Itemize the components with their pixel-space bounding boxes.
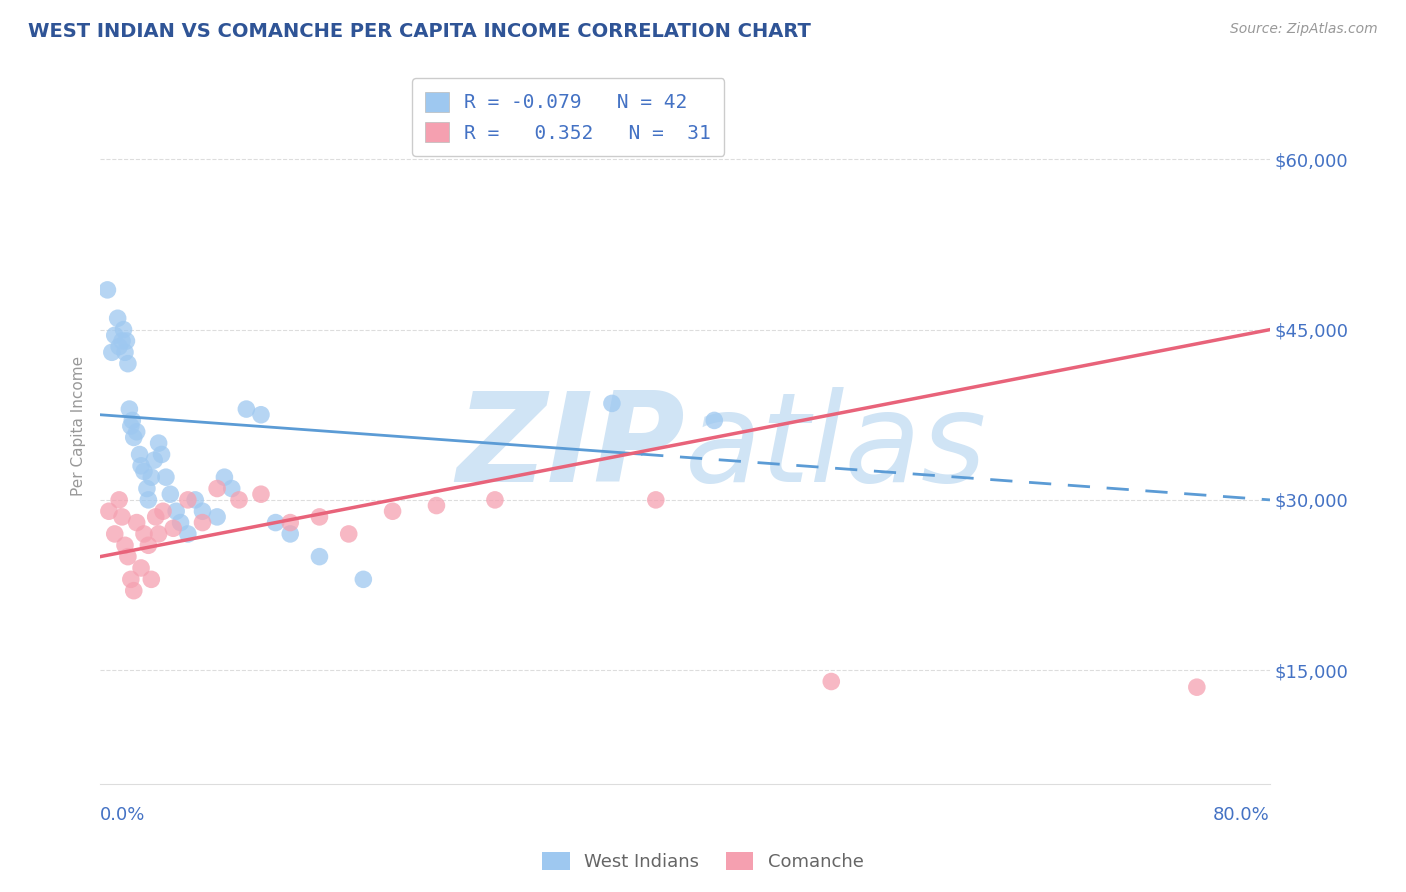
Point bbox=[112, 323, 135, 337]
Point bbox=[114, 345, 136, 359]
Point bbox=[129, 458, 152, 473]
Point bbox=[381, 504, 404, 518]
Point bbox=[125, 516, 148, 530]
Text: WEST INDIAN VS COMANCHE PER CAPITA INCOME CORRELATION CHART: WEST INDIAN VS COMANCHE PER CAPITA INCOM… bbox=[28, 22, 811, 41]
Point bbox=[165, 504, 187, 518]
Point bbox=[118, 402, 141, 417]
Point bbox=[177, 492, 200, 507]
Point bbox=[135, 482, 157, 496]
Point bbox=[308, 509, 330, 524]
Point bbox=[308, 549, 330, 564]
Point bbox=[108, 492, 131, 507]
Point bbox=[138, 538, 160, 552]
Point bbox=[128, 448, 150, 462]
Point bbox=[162, 521, 184, 535]
Point bbox=[264, 516, 287, 530]
Point bbox=[278, 527, 301, 541]
Point bbox=[221, 482, 243, 496]
Point bbox=[1185, 680, 1208, 694]
Point bbox=[205, 482, 228, 496]
Text: atlas: atlas bbox=[685, 387, 987, 508]
Point bbox=[214, 470, 236, 484]
Text: 80.0%: 80.0% bbox=[1213, 806, 1270, 824]
Text: ZIP: ZIP bbox=[457, 387, 685, 508]
Point bbox=[101, 345, 124, 359]
Point bbox=[155, 470, 177, 484]
Point bbox=[141, 470, 163, 484]
Point bbox=[122, 583, 145, 598]
Point bbox=[820, 674, 842, 689]
Point bbox=[120, 419, 142, 434]
Point bbox=[121, 413, 143, 427]
Point bbox=[228, 492, 250, 507]
Point bbox=[125, 425, 148, 439]
Point bbox=[337, 527, 360, 541]
Point bbox=[159, 487, 181, 501]
Point bbox=[114, 538, 136, 552]
Text: 0.0%: 0.0% bbox=[100, 806, 145, 824]
Point bbox=[484, 492, 506, 507]
Point bbox=[148, 527, 170, 541]
Point bbox=[425, 499, 447, 513]
Point bbox=[141, 572, 163, 586]
Point bbox=[111, 334, 134, 348]
Point bbox=[132, 465, 155, 479]
Point bbox=[117, 357, 139, 371]
Point bbox=[169, 516, 191, 530]
Point bbox=[191, 516, 214, 530]
Point bbox=[352, 572, 374, 586]
Point bbox=[191, 504, 214, 518]
Point bbox=[250, 487, 273, 501]
Point bbox=[278, 516, 301, 530]
Point bbox=[152, 504, 174, 518]
Point bbox=[97, 504, 120, 518]
Point bbox=[205, 509, 228, 524]
Legend: R = -0.079   N = 42, R =   0.352   N =  31: R = -0.079 N = 42, R = 0.352 N = 31 bbox=[412, 78, 724, 156]
Point bbox=[117, 549, 139, 564]
Point bbox=[235, 402, 257, 417]
Point bbox=[143, 453, 166, 467]
Point bbox=[104, 527, 127, 541]
Point bbox=[104, 328, 127, 343]
Point bbox=[138, 492, 160, 507]
Point bbox=[148, 436, 170, 450]
Point bbox=[184, 492, 207, 507]
Point bbox=[145, 509, 167, 524]
Y-axis label: Per Capita Income: Per Capita Income bbox=[72, 356, 86, 496]
Point bbox=[122, 430, 145, 444]
Point bbox=[129, 561, 152, 575]
Point bbox=[150, 448, 173, 462]
Text: Source: ZipAtlas.com: Source: ZipAtlas.com bbox=[1230, 22, 1378, 37]
Point bbox=[132, 527, 155, 541]
Point bbox=[107, 311, 129, 326]
Point bbox=[108, 340, 131, 354]
Point bbox=[703, 413, 725, 427]
Point bbox=[111, 509, 134, 524]
Point bbox=[115, 334, 138, 348]
Point bbox=[96, 283, 118, 297]
Point bbox=[177, 527, 200, 541]
Point bbox=[600, 396, 623, 410]
Point bbox=[250, 408, 273, 422]
Point bbox=[644, 492, 666, 507]
Point bbox=[120, 572, 142, 586]
Legend: West Indians, Comanche: West Indians, Comanche bbox=[536, 845, 870, 879]
